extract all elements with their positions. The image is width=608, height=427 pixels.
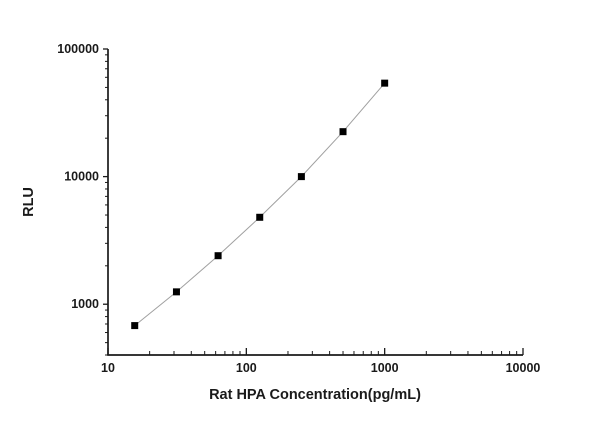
y-axis-tick-labels: 1000 10000 100000 — [57, 42, 99, 311]
x-tick-label: 100 — [236, 361, 257, 375]
data-point — [214, 252, 222, 260]
y-tick-label: 10000 — [64, 170, 99, 184]
y-tick-label: 1000 — [71, 297, 99, 311]
data-series — [131, 79, 389, 330]
x-axis-ticks — [107, 348, 524, 355]
x-axis-tick-labels: 10 100 1000 10000 — [101, 361, 540, 375]
y-axis-title: RLU — [21, 187, 37, 217]
series-line — [134, 82, 386, 326]
x-tick-label: 1000 — [371, 361, 399, 375]
y-axis-ticks — [103, 48, 108, 356]
x-axis-title: Rat HPA Concentration(pg/mL) — [209, 387, 421, 403]
data-point — [256, 213, 264, 221]
data-point — [297, 173, 305, 181]
data-point — [131, 322, 139, 330]
data-point — [381, 79, 389, 87]
data-point — [339, 128, 347, 136]
data-point — [172, 288, 180, 296]
y-tick-label: 100000 — [57, 42, 99, 56]
x-tick-label: 10 — [101, 361, 115, 375]
x-tick-label: 10000 — [506, 361, 541, 375]
